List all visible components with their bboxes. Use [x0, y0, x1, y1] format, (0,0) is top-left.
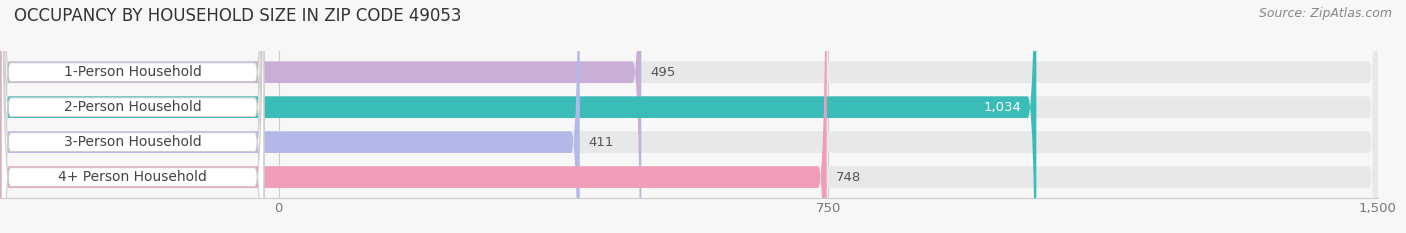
Text: 748: 748 — [835, 171, 860, 184]
Text: Source: ZipAtlas.com: Source: ZipAtlas.com — [1258, 7, 1392, 20]
FancyBboxPatch shape — [1, 0, 264, 233]
FancyBboxPatch shape — [1, 0, 264, 233]
Text: 4+ Person Household: 4+ Person Household — [58, 170, 207, 184]
Text: 3-Person Household: 3-Person Household — [63, 135, 201, 149]
Text: 495: 495 — [650, 66, 675, 79]
FancyBboxPatch shape — [1, 0, 264, 233]
FancyBboxPatch shape — [1, 0, 264, 233]
Text: 411: 411 — [589, 136, 614, 149]
Text: 1,034: 1,034 — [984, 101, 1022, 114]
FancyBboxPatch shape — [0, 0, 1036, 233]
FancyBboxPatch shape — [0, 0, 827, 233]
FancyBboxPatch shape — [0, 0, 641, 233]
Text: 2-Person Household: 2-Person Household — [63, 100, 201, 114]
FancyBboxPatch shape — [0, 0, 579, 233]
Text: OCCUPANCY BY HOUSEHOLD SIZE IN ZIP CODE 49053: OCCUPANCY BY HOUSEHOLD SIZE IN ZIP CODE … — [14, 7, 461, 25]
Text: 1-Person Household: 1-Person Household — [63, 65, 201, 79]
